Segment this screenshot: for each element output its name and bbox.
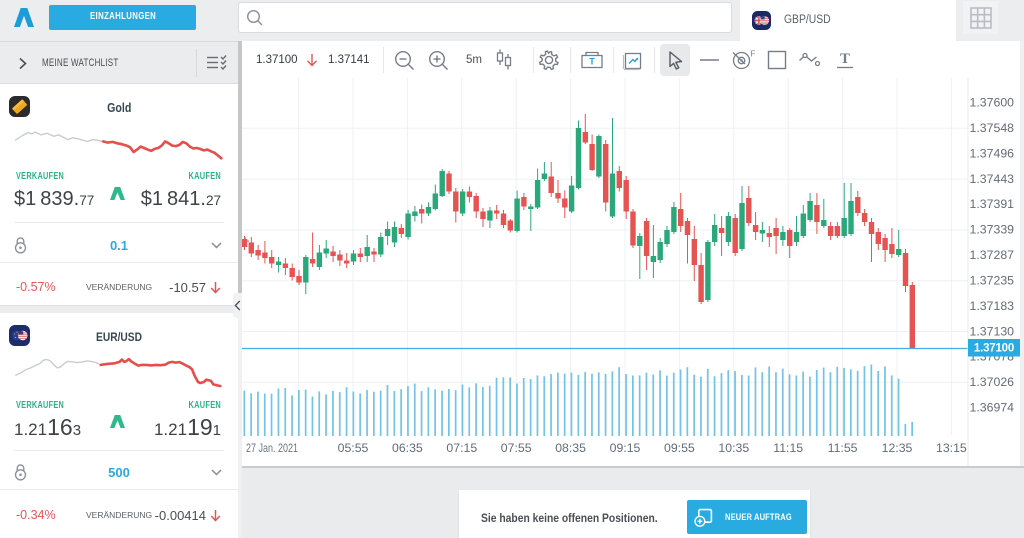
svg-text:1.37287: 1.37287 — [970, 248, 1015, 262]
svg-text:07:15: 07:15 — [446, 441, 477, 455]
svg-text:1.37443: 1.37443 — [970, 172, 1015, 186]
svg-text:F: F — [751, 50, 756, 59]
svg-text:13:15: 13:15 — [936, 441, 967, 455]
svg-text:08:35: 08:35 — [555, 441, 586, 455]
svg-text:1.37600: 1.37600 — [970, 96, 1015, 110]
svg-text:1.37026: 1.37026 — [970, 375, 1015, 389]
svg-text:12:35: 12:35 — [882, 441, 913, 455]
svg-text:11:55: 11:55 — [828, 441, 858, 455]
svg-text:1.37100: 1.37100 — [974, 343, 1014, 355]
svg-text:10:35: 10:35 — [718, 441, 749, 455]
svg-text:27 Jan. 2021: 27 Jan. 2021 — [246, 441, 298, 455]
svg-text:1.37130: 1.37130 — [970, 324, 1015, 338]
svg-text:06:35: 06:35 — [392, 441, 423, 455]
svg-text:1.37391: 1.37391 — [970, 197, 1015, 211]
svg-text:1.37548: 1.37548 — [970, 121, 1015, 135]
svg-text:1.37183: 1.37183 — [970, 299, 1015, 313]
svg-text:09:15: 09:15 — [610, 441, 641, 455]
svg-text:1.37496: 1.37496 — [970, 146, 1015, 160]
svg-text:07:55: 07:55 — [501, 441, 532, 455]
svg-text:1.36974: 1.36974 — [970, 401, 1015, 415]
svg-text:1.37339: 1.37339 — [970, 223, 1015, 237]
svg-text:T: T — [589, 57, 595, 67]
svg-text:1.37235: 1.37235 — [970, 273, 1015, 287]
svg-text:11:15: 11:15 — [773, 441, 803, 455]
svg-text:09:55: 09:55 — [664, 441, 695, 455]
svg-text:T: T — [840, 51, 850, 67]
svg-text:05:55: 05:55 — [338, 441, 369, 455]
